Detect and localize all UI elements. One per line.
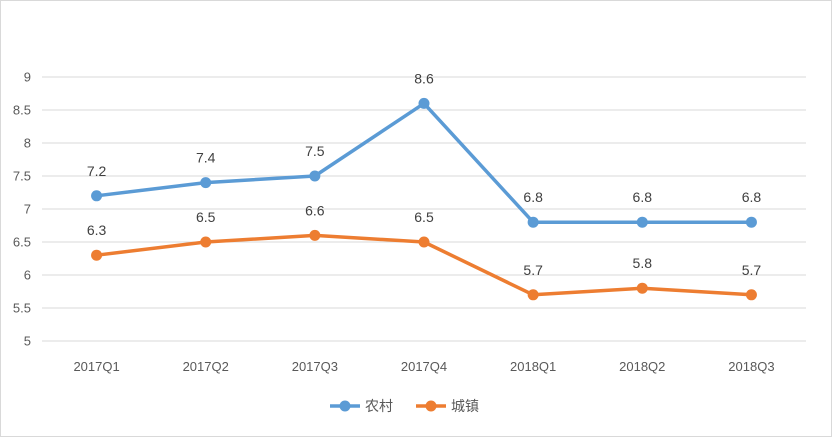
data-point — [91, 190, 103, 202]
x-tick-label: 2017Q1 — [73, 359, 119, 374]
y-tick-label: 9 — [24, 70, 31, 85]
data-label: 8.6 — [414, 70, 434, 86]
x-tick-label: 2017Q3 — [292, 359, 338, 374]
legend-label: 农村 — [365, 399, 393, 415]
data-label: 5.8 — [633, 255, 653, 271]
data-label: 7.5 — [305, 143, 325, 159]
data-point — [200, 177, 212, 189]
series-2: 6.3 6.5 6.6 6.5 5.7 5.8 5.7 — [87, 202, 762, 301]
x-axis: 2017Q1 2017Q2 2017Q3 2017Q4 2018Q1 2018Q2 2018… — [73, 359, 774, 374]
data-point — [745, 216, 757, 228]
data-label: 5.7 — [523, 262, 543, 278]
data-point — [200, 236, 212, 248]
y-tick-label: 6.5 — [13, 235, 31, 250]
data-point — [527, 289, 539, 301]
data-label: 7.2 — [87, 163, 107, 179]
data-label: 5.7 — [742, 262, 762, 278]
data-label: 6.5 — [196, 209, 216, 225]
x-tick-label: 2018Q2 — [619, 359, 665, 374]
data-point — [636, 282, 648, 294]
y-tick-label: 6 — [24, 268, 31, 283]
gridlines — [42, 76, 806, 342]
data-point — [418, 236, 430, 248]
legend-item: 农村 — [330, 399, 393, 415]
x-tick-label: 2017Q4 — [401, 359, 447, 374]
data-point — [309, 229, 321, 241]
data-point — [309, 170, 321, 182]
data-label: 7.4 — [196, 150, 216, 166]
y-tick-label: 7 — [24, 202, 31, 217]
y-tick-label: 8.5 — [13, 103, 31, 118]
legend-item: 城镇 — [416, 399, 479, 415]
data-label: 6.6 — [305, 202, 325, 218]
data-point — [91, 249, 103, 261]
y-tick-label: 7.5 — [13, 169, 31, 184]
data-point — [745, 289, 757, 301]
series-1: 7.2 7.4 7.5 8.6 6.8 6.8 6.8 — [87, 70, 762, 228]
data-label: 6.8 — [742, 189, 762, 205]
data-point — [527, 216, 539, 228]
legend-swatch-marker — [339, 400, 351, 412]
legend-swatch-marker — [425, 400, 437, 412]
data-label: 6.8 — [523, 189, 543, 205]
data-label: 6.5 — [414, 209, 434, 225]
data-point — [636, 216, 648, 228]
y-tick-label: 5.5 — [13, 301, 31, 316]
legend-label: 城镇 — [451, 399, 479, 415]
legend: 农村 城镇 — [330, 399, 479, 415]
data-label: 6.8 — [633, 189, 653, 205]
x-tick-label: 2018Q3 — [728, 359, 774, 374]
y-axis: 5 5.5 6 6.5 7 7.5 8 8.5 9 — [13, 70, 31, 349]
x-tick-label: 2018Q1 — [510, 359, 556, 374]
data-point — [418, 97, 430, 109]
x-tick-label: 2017Q2 — [183, 359, 229, 374]
series-line — [94, 101, 754, 224]
data-label: 6.3 — [87, 222, 107, 238]
y-tick-label: 8 — [24, 136, 31, 151]
series-layer: 7.2 7.4 7.5 8.6 6.8 6.8 6.8 6.3 6.5 6.6 6.5 5.7 5.8 5… — [87, 70, 762, 301]
y-tick-label: 5 — [24, 334, 31, 349]
